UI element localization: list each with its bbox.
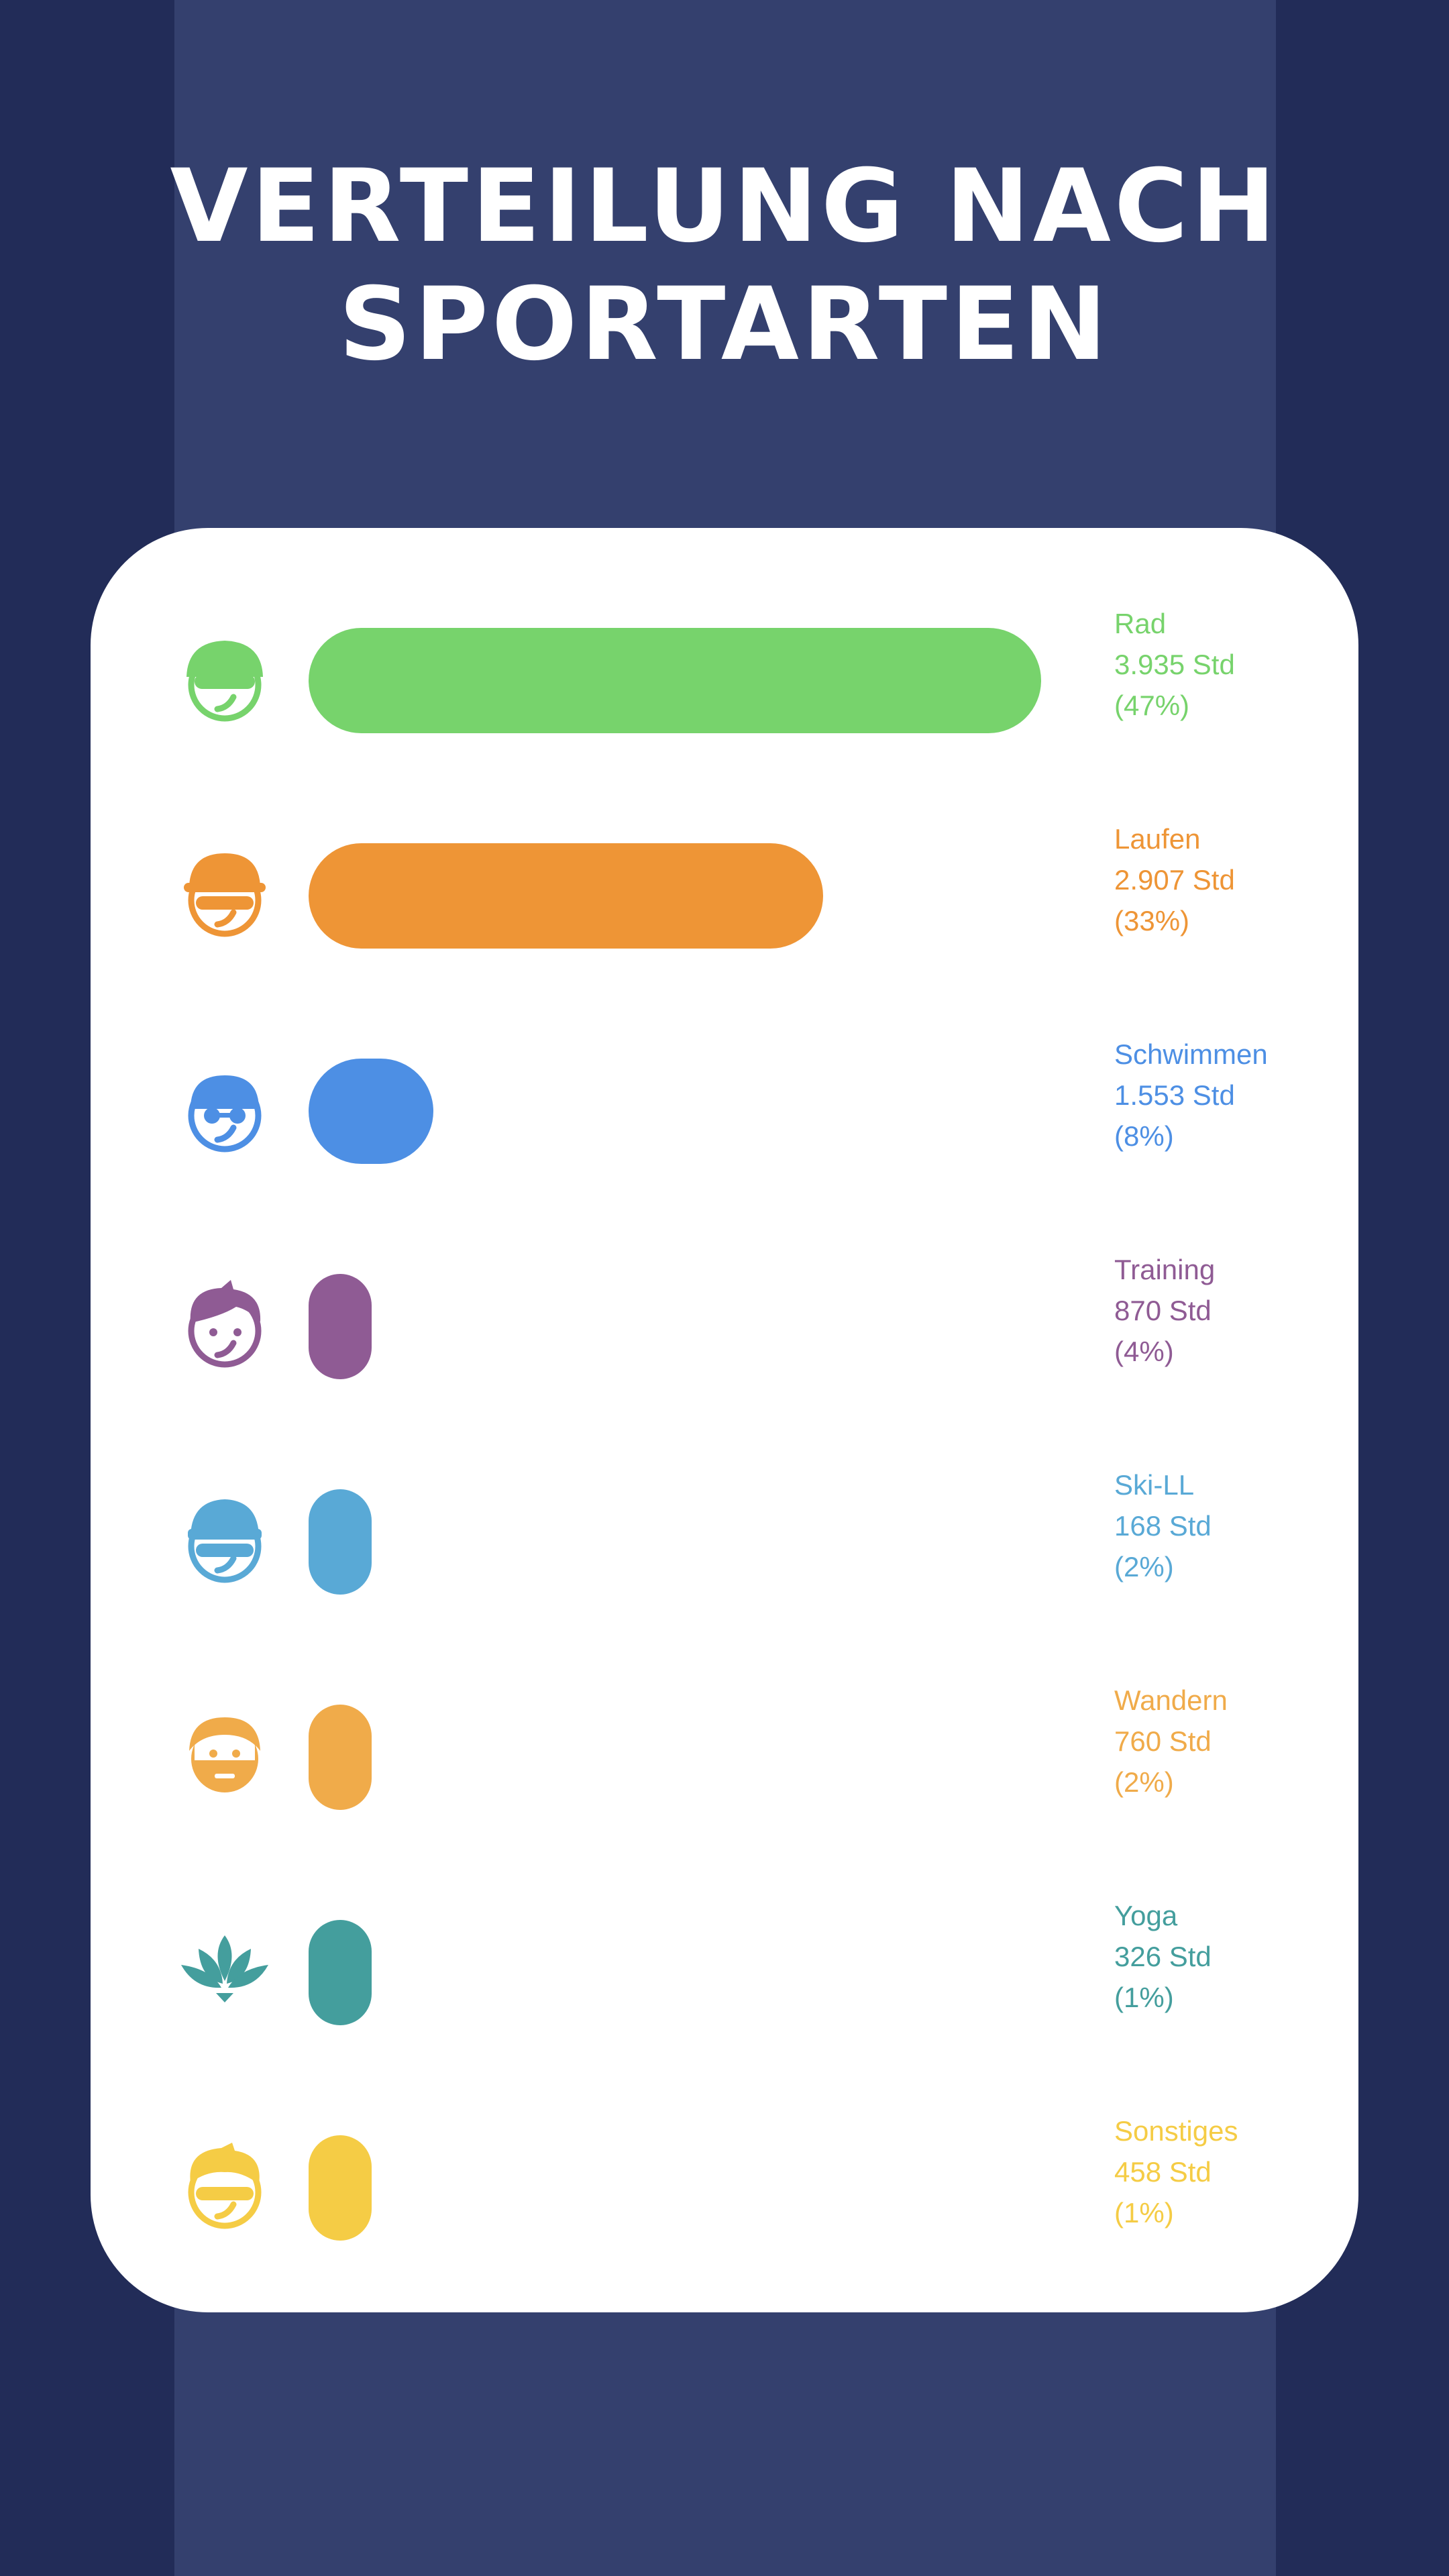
chart-row-sonstiges: Sonstiges 458 Std (1%) xyxy=(91,2115,1358,2248)
percent-label: (8%) xyxy=(1114,1120,1174,1152)
bar xyxy=(309,1920,372,2025)
category-label: Laufen xyxy=(1114,823,1201,855)
hours-label: 1.553 Std xyxy=(1114,1079,1235,1111)
chart-row-laufen: Laufen 2.907 Std (33%) xyxy=(91,823,1358,956)
bar-data-label: Ski-LL 168 Std (2%) xyxy=(1114,1464,1356,1587)
chart-row-wandern: Wandern 760 Std (2%) xyxy=(91,1684,1358,1817)
hours-label: 168 Std xyxy=(1114,1510,1212,1542)
hours-label: 326 Std xyxy=(1114,1941,1212,1972)
chart-row-training: Training 870 Std (4%) xyxy=(91,1254,1358,1387)
category-label: Ski-LL xyxy=(1114,1469,1195,1501)
bar-data-label: Yoga 326 Std (1%) xyxy=(1114,1895,1356,2018)
skier-beanie-icon xyxy=(174,1491,275,1592)
percent-label: (1%) xyxy=(1114,1982,1174,2013)
bar-data-label: Training 870 Std (4%) xyxy=(1114,1249,1356,1372)
percent-label: (47%) xyxy=(1114,690,1190,721)
percent-label: (33%) xyxy=(1114,905,1190,936)
hours-label: 458 Std xyxy=(1114,2156,1212,2188)
percent-label: (1%) xyxy=(1114,2197,1174,2229)
hours-label: 760 Std xyxy=(1114,1725,1212,1757)
hours-label: 2.907 Std xyxy=(1114,864,1235,896)
chart-row-ski-ll: Ski-LL 168 Std (2%) xyxy=(91,1469,1358,1602)
swimmer-goggles-icon xyxy=(174,1061,275,1161)
page-title: VERTEILUNG NACH SPORTARTEN xyxy=(0,148,1449,384)
bar xyxy=(309,1059,433,1164)
hours-label: 3.935 Std xyxy=(1114,649,1235,680)
bar xyxy=(309,843,823,949)
hiker-beard-icon xyxy=(174,1707,275,1807)
bar xyxy=(309,1274,372,1379)
hours-label: 870 Std xyxy=(1114,1295,1212,1326)
athlete-face-icon xyxy=(174,1276,275,1377)
category-label: Schwimmen xyxy=(1114,1038,1268,1070)
percent-label: (4%) xyxy=(1114,1336,1174,1367)
title-line-2: SPORTARTEN xyxy=(338,266,1111,383)
bar xyxy=(309,1489,372,1595)
bar-data-label: Rad 3.935 Std (47%) xyxy=(1114,603,1356,726)
bar xyxy=(309,628,1041,733)
chart-row-rad: Rad 3.935 Std (47%) xyxy=(91,608,1358,741)
bar xyxy=(309,2135,372,2241)
category-label: Wandern xyxy=(1114,1684,1228,1716)
runner-cap-icon xyxy=(174,845,275,946)
percent-label: (2%) xyxy=(1114,1766,1174,1798)
cyclist-helmet-icon xyxy=(174,630,275,731)
category-label: Rad xyxy=(1114,608,1167,639)
bar-data-label: Wandern 760 Std (2%) xyxy=(1114,1680,1356,1803)
bar-data-label: Schwimmen 1.553 Std (8%) xyxy=(1114,1034,1356,1157)
bar-data-label: Laufen 2.907 Std (33%) xyxy=(1114,818,1356,941)
category-label: Sonstiges xyxy=(1114,2115,1238,2147)
chart-card: Rad 3.935 Std (47%) Laufen 2.907 Std (33%) Sch… xyxy=(91,528,1358,2312)
category-label: Training xyxy=(1114,1254,1216,1285)
bar-data-label: Sonstiges 458 Std (1%) xyxy=(1114,2110,1356,2233)
bar xyxy=(309,1705,372,1810)
title-line-1: VERTEILUNG NACH xyxy=(170,148,1279,265)
category-label: Yoga xyxy=(1114,1900,1178,1931)
lotus-icon xyxy=(174,1922,275,2023)
chart-row-yoga: Yoga 326 Std (1%) xyxy=(91,1900,1358,2033)
chart-row-schwimmen: Schwimmen 1.553 Std (8%) xyxy=(91,1038,1358,1171)
person-sunglasses-icon xyxy=(174,2137,275,2238)
percent-label: (2%) xyxy=(1114,1551,1174,1582)
